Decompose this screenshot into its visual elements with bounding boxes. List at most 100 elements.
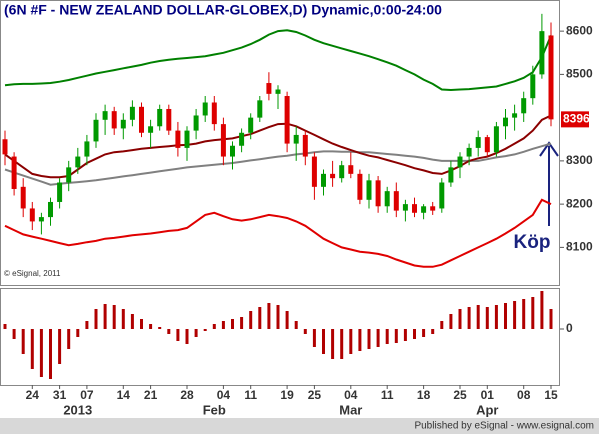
bar: [112, 305, 116, 329]
candle-body: [157, 108, 163, 127]
bar: [12, 329, 16, 339]
overlay-line: [4, 198, 552, 268]
bar: [194, 329, 198, 337]
bar: [485, 307, 489, 329]
bar: [394, 329, 398, 343]
candle-body: [539, 31, 545, 75]
x-tick-label: 21: [144, 388, 158, 402]
candle-body: [93, 119, 99, 142]
bar: [76, 329, 80, 337]
candle-body: [129, 106, 135, 120]
bar: [39, 329, 43, 377]
bar: [94, 309, 98, 329]
candle-body: [239, 132, 245, 146]
bar: [21, 329, 25, 354]
candle-body: [48, 201, 53, 218]
candle-body: [475, 137, 481, 148]
copyright: © eSignal, 2011: [4, 269, 61, 278]
bar: [467, 307, 471, 329]
candle-body: [466, 147, 472, 157]
y-tick-label: 0: [566, 321, 573, 335]
candle-body: [357, 173, 363, 200]
bar: [240, 317, 244, 329]
x-tick-label: 11: [381, 388, 394, 402]
bar: [149, 324, 153, 329]
candle-body: [330, 173, 336, 179]
bar: [249, 311, 253, 329]
candle-body: [202, 102, 208, 116]
bar: [221, 321, 225, 329]
candle-body: [393, 191, 399, 211]
x-tick-label: 25: [453, 388, 467, 402]
candle-body: [102, 111, 108, 120]
bar: [531, 297, 535, 329]
bar: [30, 329, 34, 369]
candle-body: [20, 186, 26, 209]
x-tick-label: 31: [53, 388, 67, 402]
x-tick-label: 19: [280, 388, 294, 402]
bar: [513, 301, 517, 329]
bar: [49, 329, 52, 379]
candle-body: [266, 83, 272, 94]
bar: [549, 309, 553, 329]
candle-body: [220, 124, 226, 157]
month-label: 2013: [63, 402, 92, 417]
candle-body: [512, 113, 518, 118]
last-price-box: [561, 111, 589, 128]
candle-body: [366, 180, 372, 200]
bar: [231, 319, 234, 329]
bar: [176, 329, 180, 341]
candle-body: [75, 156, 81, 168]
x-tick-label: 07: [80, 388, 94, 402]
y-tick-label: 8500: [566, 67, 593, 81]
candle-body: [166, 108, 172, 131]
overlay-line: [4, 29, 552, 92]
candle-body: [384, 191, 390, 207]
y-tick-label: 8300: [566, 153, 593, 167]
candle-body: [57, 182, 63, 202]
bar: [58, 329, 62, 364]
candle-body: [521, 98, 527, 114]
bar: [267, 303, 271, 329]
bar: [158, 327, 162, 329]
y-tick-label: 8200: [566, 196, 593, 210]
x-tick-label: 25: [308, 388, 322, 402]
x-tick-label: 14: [117, 388, 131, 402]
candle-body: [175, 130, 181, 148]
bar: [403, 329, 407, 341]
candle-body: [66, 167, 72, 183]
candle-body: [293, 134, 299, 144]
bar: [203, 329, 207, 331]
bar: [276, 305, 280, 329]
arrow-head: [539, 141, 559, 157]
candle-body: [503, 117, 508, 127]
chart-title: (6N #F - NEW ZEALAND DOLLAR-GLOBEX,D) Dy…: [4, 2, 442, 18]
bar: [67, 329, 71, 349]
candle-body: [548, 35, 554, 120]
bar: [376, 329, 380, 347]
candle-body: [339, 165, 345, 179]
annotation: Köp: [514, 232, 551, 253]
bar: [449, 314, 453, 329]
candle-body: [439, 182, 445, 209]
candle-body: [11, 156, 17, 189]
bar: [413, 329, 416, 339]
bar: [185, 329, 189, 344]
candle-body: [248, 117, 254, 133]
bar: [522, 299, 526, 329]
candle-body: [348, 165, 354, 174]
footer-bar: [0, 418, 599, 434]
bar: [167, 329, 171, 334]
bar: [130, 314, 134, 329]
bar: [322, 329, 325, 354]
bar: [504, 303, 507, 329]
x-tick-label: 11: [244, 388, 257, 402]
x-tick-label: 04: [217, 388, 231, 402]
candle-body: [284, 96, 290, 144]
bar: [331, 329, 335, 359]
candle-body: [412, 204, 417, 213]
candle-body: [148, 126, 154, 133]
x-tick-label: 28: [180, 388, 194, 402]
footer: Published by eSignal - www.esignal.com: [414, 421, 594, 432]
